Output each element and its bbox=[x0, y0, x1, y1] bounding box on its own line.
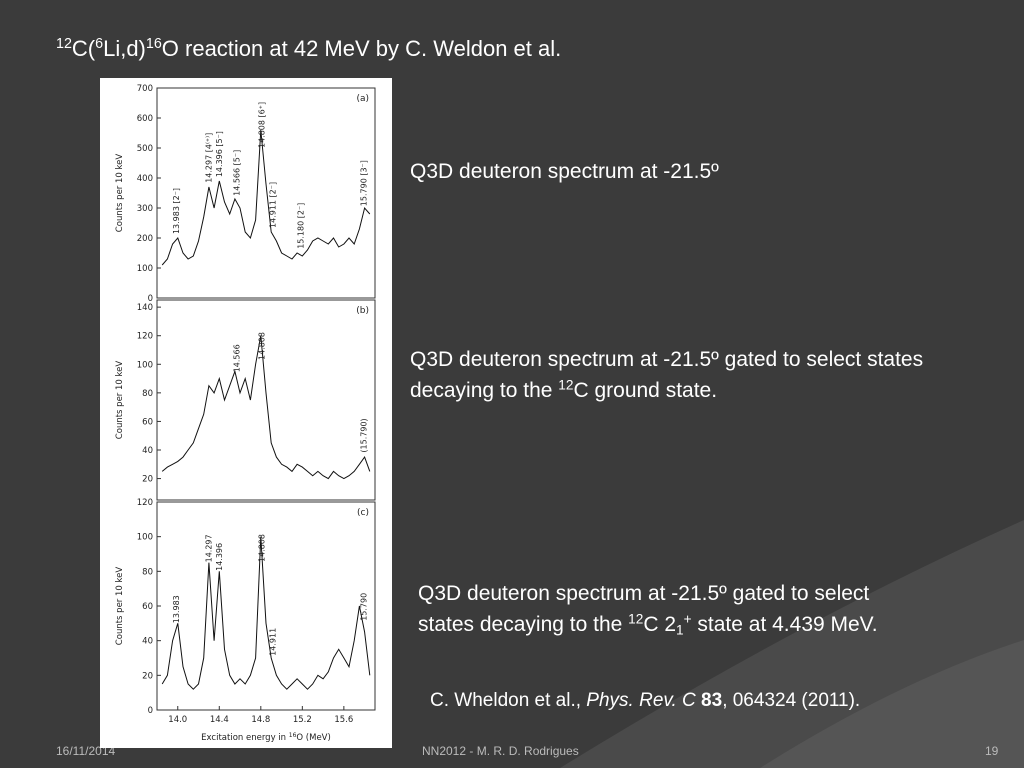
text: C( bbox=[71, 36, 96, 61]
sub: 1 bbox=[676, 622, 684, 638]
y-tick-label: 80 bbox=[142, 389, 153, 399]
spectrum-line bbox=[161, 536, 371, 690]
y-tick-label: 100 bbox=[137, 533, 153, 543]
y-tick-label: 0 bbox=[148, 294, 153, 304]
y-tick-label: 60 bbox=[142, 602, 153, 612]
panel-label: (c) bbox=[357, 508, 369, 518]
peak-label: (15.790) bbox=[360, 418, 369, 452]
sup: + bbox=[683, 611, 692, 627]
y-axis-label: Counts per 10 keV bbox=[115, 154, 125, 233]
x-tick-label: 15.6 bbox=[334, 715, 353, 725]
peak-label: 14.396 bbox=[215, 543, 224, 571]
y-tick-label: 100 bbox=[137, 360, 153, 370]
sup: 6 bbox=[95, 36, 104, 53]
text: C ground state. bbox=[573, 379, 718, 402]
volume: 83 bbox=[695, 690, 723, 711]
x-label-part: Excitation energy in bbox=[201, 733, 289, 743]
footer-center: NN2012 - M. R. D. Rodrigues bbox=[422, 744, 579, 758]
panel-label: (b) bbox=[356, 306, 369, 316]
peak-label: 15.180 [2⁻] bbox=[296, 203, 305, 249]
journal: Phys. Rev. C bbox=[586, 690, 696, 711]
x-tick-label: 15.2 bbox=[293, 715, 312, 725]
x-label-part: O (MeV) bbox=[296, 733, 330, 743]
caption: Q3D deuteron spectrum at -21.5º gated to… bbox=[418, 578, 928, 640]
caption: Q3D deuteron spectrum at -21.5º bbox=[410, 160, 930, 184]
peak-label: 13.983 bbox=[172, 595, 181, 623]
y-tick-label: 60 bbox=[142, 417, 153, 427]
text: C 2 bbox=[643, 613, 677, 636]
x-tick-label: 14.8 bbox=[251, 715, 270, 725]
peak-label: 14.297 [4⁽⁺⁾] bbox=[205, 133, 214, 183]
y-axis-label: Counts per 10 keV bbox=[115, 567, 125, 646]
caption: Q3D deuteron spectrum at -21.5º gated to… bbox=[410, 344, 940, 406]
peak-label: 14.808 bbox=[258, 332, 267, 360]
peak-label: 13.983 [2⁻] bbox=[172, 188, 181, 234]
panel-label: (a) bbox=[356, 94, 369, 104]
y-tick-label: 0 bbox=[148, 706, 153, 716]
y-tick-label: 40 bbox=[142, 446, 153, 456]
peak-label: 14.297 bbox=[205, 534, 214, 562]
page-number: 19 bbox=[985, 744, 999, 758]
y-tick-label: 80 bbox=[142, 567, 153, 577]
plot-frame bbox=[156, 87, 376, 299]
plot-frame bbox=[156, 299, 376, 501]
y-tick-label: 40 bbox=[142, 637, 153, 647]
peak-label: 14.808 [6⁺] bbox=[258, 102, 267, 148]
x-tick-label: 14.0 bbox=[168, 715, 187, 725]
text: Q3D deuteron spectrum at -21.5º gated to… bbox=[410, 348, 924, 402]
y-tick-label: 100 bbox=[137, 264, 153, 274]
y-tick-label: 400 bbox=[137, 174, 153, 184]
spectrum-line bbox=[161, 335, 371, 480]
y-tick-label: 120 bbox=[137, 332, 153, 342]
text: Q3D deuteron spectrum at -21.5º gated to… bbox=[418, 582, 870, 636]
y-axis-label: Counts per 10 keV bbox=[115, 361, 125, 440]
x-label-part: 16 bbox=[289, 732, 297, 739]
y-tick-label: 20 bbox=[142, 671, 153, 681]
swoosh bbox=[760, 640, 1024, 768]
peak-label: 15.790 bbox=[360, 593, 369, 621]
peak-label: 15.790 [3⁻] bbox=[360, 160, 369, 206]
y-tick-label: 600 bbox=[137, 114, 153, 124]
slide-title: 12C(6Li,d)16O reaction at 42 MeV by C. W… bbox=[56, 36, 561, 62]
figure-bg bbox=[100, 78, 392, 748]
sup: 12 bbox=[628, 611, 644, 627]
text: state at 4.439 MeV. bbox=[691, 613, 878, 636]
spectrum-line bbox=[161, 129, 371, 266]
peak-label: 14.566 bbox=[233, 344, 242, 372]
peak-label: 14.911 bbox=[268, 628, 277, 656]
y-tick-label: 120 bbox=[137, 498, 153, 508]
peak-label: 14.396 [5⁻] bbox=[215, 131, 224, 177]
x-axis-label: Excitation energy in 16O (MeV) bbox=[201, 732, 331, 744]
y-tick-label: 20 bbox=[142, 475, 153, 485]
peak-label: 14.808 bbox=[258, 534, 267, 562]
text: Q3D deuteron spectrum at -21.5º bbox=[410, 160, 719, 183]
y-tick-label: 200 bbox=[137, 234, 153, 244]
citation: C. Wheldon et al., Phys. Rev. C 83, 0643… bbox=[430, 690, 860, 712]
peak-label: 14.566 [5⁻] bbox=[233, 150, 242, 196]
x-tick-label: 14.4 bbox=[210, 715, 229, 725]
text: O reaction at 42 MeV by C. Weldon et al. bbox=[161, 36, 562, 61]
text: C. Wheldon et al., bbox=[430, 690, 587, 711]
sup: 16 bbox=[145, 36, 162, 53]
y-tick-label: 140 bbox=[137, 303, 153, 313]
sup: 12 bbox=[558, 377, 574, 393]
y-tick-label: 700 bbox=[137, 84, 153, 94]
y-tick-label: 300 bbox=[137, 204, 153, 214]
peak-label: 14.911 [2⁻] bbox=[268, 182, 277, 228]
y-tick-label: 500 bbox=[137, 144, 153, 154]
text: , 064324 (2011). bbox=[722, 690, 861, 711]
text: Li,d) bbox=[103, 36, 146, 61]
sup: 12 bbox=[56, 36, 72, 53]
